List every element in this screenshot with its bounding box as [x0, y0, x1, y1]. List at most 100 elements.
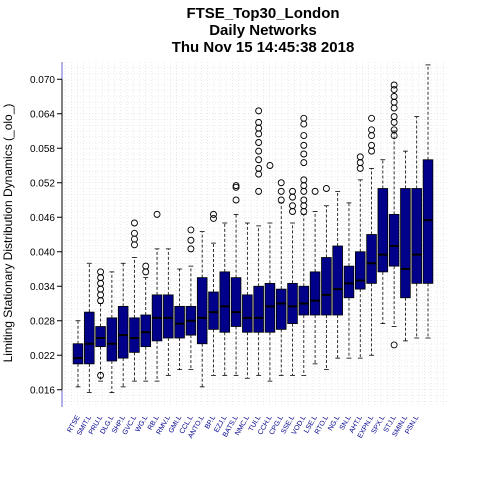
y-tick-label: 0.022 [30, 351, 55, 362]
outlier-point [255, 156, 263, 164]
box-LSE.L [309, 187, 321, 365]
box-CCL.L [185, 226, 197, 371]
box-iqr [264, 282, 276, 333]
outlier-point [255, 118, 263, 126]
box-iqr [163, 294, 174, 339]
y-tick-label: 0.040 [30, 247, 55, 258]
box-iqr [140, 314, 151, 348]
box-iqr [196, 277, 208, 345]
outlier-point [210, 214, 217, 222]
box-iqr [388, 213, 400, 267]
box-iqr [242, 294, 253, 333]
box-iqr [275, 288, 287, 330]
outlier-point [300, 141, 308, 149]
box-CPG.L [275, 179, 287, 376]
box-SHP.L [117, 262, 129, 388]
outlier-point [300, 114, 308, 122]
outlier-point [255, 187, 263, 195]
outlier-point [153, 210, 161, 218]
chart-title-line-1: FTSE_Top30_London [186, 5, 339, 22]
box-iqr [117, 305, 129, 359]
category-label: NG.L [327, 414, 341, 432]
outlier-point [97, 274, 105, 282]
box-AHT.L [355, 153, 366, 359]
box-DLG.L [106, 271, 118, 394]
box-iqr [287, 282, 298, 325]
box-PRU.L [95, 268, 106, 382]
outlier-point [300, 159, 308, 167]
box-iqr [343, 265, 355, 299]
outlier-point [300, 176, 308, 184]
box-RTO.L [321, 185, 332, 371]
box-BP.L [208, 210, 219, 376]
box-RMV.L [163, 248, 174, 376]
outlier-point [232, 196, 240, 204]
box-iqr [422, 159, 434, 284]
outlier-point [131, 229, 138, 237]
box-NG.L [332, 190, 343, 359]
outlier-point [97, 285, 105, 293]
outlier-point [356, 159, 364, 167]
chart-title-line-3: Thu Nov 15 14:45:38 2018 [172, 39, 355, 56]
outlier-point [300, 208, 308, 215]
y-axis: 0.016 0.022 0.028 0.034 0.040 0.046 0.052 0.058… [30, 62, 63, 407]
outlier-point [232, 182, 240, 190]
y-tick-label: 0.070 [30, 75, 55, 86]
box-iqr [253, 285, 264, 333]
outlier-point [300, 120, 308, 128]
outlier-point [300, 182, 308, 190]
outlier-point [210, 210, 217, 218]
outlier-point [390, 341, 398, 349]
box-RTSE [72, 320, 84, 388]
outlier-point [97, 297, 105, 305]
box-iqr [230, 277, 242, 327]
boxes [72, 64, 434, 394]
chart-title-line-2: Daily Networks [209, 22, 317, 39]
box-NMC.L [242, 222, 253, 379]
box-iqr [129, 317, 140, 353]
box-SMIT.L [84, 262, 95, 394]
outlier-point [390, 113, 398, 121]
outlier-point [187, 226, 195, 234]
outlier-point [255, 170, 263, 178]
box-EXPN.L [366, 114, 377, 356]
y-axis-label: Limiting Stationary Distribution Dynamic… [1, 104, 15, 363]
box-iqr [321, 257, 332, 316]
outlier-point [368, 132, 375, 140]
outlier-point [97, 279, 105, 287]
outlier-point [368, 141, 375, 149]
box-iqr [84, 311, 95, 365]
box-STJ.L [388, 81, 400, 349]
outlier-point [131, 241, 138, 249]
box-iqr [95, 326, 106, 348]
box-PSN.L [411, 116, 422, 339]
outlier-point [390, 81, 398, 89]
box-iqr [366, 234, 377, 284]
outlier-point [97, 291, 105, 299]
box-EZJ.L [219, 222, 231, 376]
outlier-point [97, 371, 105, 379]
outlier-point [368, 114, 375, 122]
box-iqr [174, 305, 185, 339]
box-iqr [309, 271, 321, 316]
y-tick-label: 0.058 [30, 144, 55, 155]
outlier-point [255, 164, 263, 172]
y-tick-label: 0.034 [30, 282, 55, 293]
outlier-point [322, 185, 330, 192]
box-iqr [106, 317, 118, 362]
outlier-point [187, 236, 195, 244]
outlier-point [390, 86, 398, 94]
category-labels: RTSESMIT.LPRU.LDLG.LSHP.LGVC.LWG.LRB.LRM… [66, 414, 420, 440]
box-iqr [72, 343, 84, 365]
outlier-point [277, 179, 285, 187]
box-SSE.L [287, 187, 298, 376]
outlier-point [131, 235, 138, 243]
outlier-point [97, 268, 105, 276]
outlier-point [368, 147, 375, 155]
box-TUI.L [253, 107, 264, 376]
grid-lines [62, 62, 448, 407]
outlier-point [131, 219, 138, 227]
box-iqr [377, 188, 389, 273]
box-iqr [411, 188, 422, 284]
y-tick-label: 0.052 [30, 178, 55, 189]
